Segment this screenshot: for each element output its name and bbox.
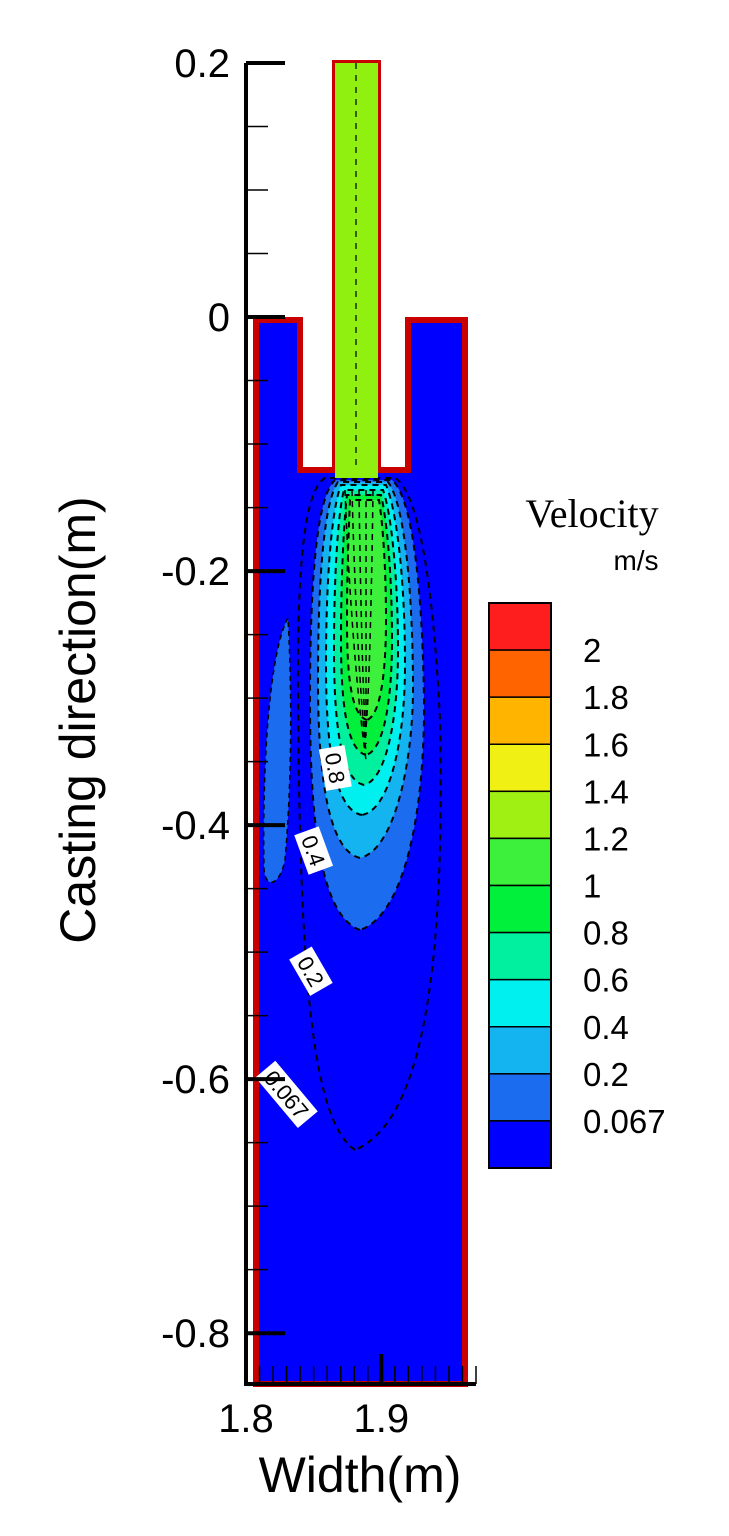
contour-label-0-8: 0.8: [318, 745, 352, 791]
legend-frame: [488, 602, 552, 1169]
axes: [244, 63, 476, 1386]
legend-swatch-1-2: [488, 837, 552, 887]
legend-swatch-2: [488, 649, 552, 698]
legend-swatch-0-067: [488, 1120, 552, 1169]
legend-label-2: 2: [583, 632, 601, 669]
legend-label-1-8: 1.8: [583, 679, 629, 716]
legend-swatch-1: [488, 884, 552, 934]
legend: Velocity m/s 2 1.8 1.6 1.4 1.2 1 0.8 0.6 0.4 0.2 0…: [488, 491, 666, 1169]
contour-isoline: [344, 489, 367, 761]
legend-label-0-2: 0.2: [583, 1056, 629, 1093]
contour-label-bg: [294, 826, 334, 875]
x-tick-label: 1.9: [353, 1397, 409, 1441]
contour-band-1-2: [345, 499, 388, 722]
y-tick-label: -0.2: [161, 550, 230, 594]
axis-ticks: 0.2 0 -0.2 -0.4 -0.6 -0.8 1.8 1.9: [161, 42, 477, 1441]
contour-label-text: 0.8: [320, 751, 350, 785]
contour-lobe-0-2: [262, 615, 292, 883]
legend-swatch-0-6: [488, 978, 552, 1028]
y-axis-title: Casting direction(m): [50, 496, 106, 943]
y-tick-label: -0.6: [161, 1058, 230, 1102]
legend-label-1-6: 1.6: [583, 726, 629, 763]
legend-unit: m/s: [613, 545, 658, 576]
y-tick-label: -0.8: [161, 1312, 230, 1356]
legend-swatch-1-6: [488, 743, 552, 793]
legend-label-0-067: 0.067: [583, 1103, 666, 1140]
legend-swatch-0-2: [488, 1073, 552, 1122]
legend-swatch-1-8: [488, 696, 552, 746]
legend-swatch-0-4: [488, 1026, 552, 1075]
legend-label-0-8: 0.8: [583, 915, 629, 952]
legend-label-0-6: 0.6: [583, 962, 629, 999]
contour-label-bg: [318, 745, 352, 791]
legend-label-1-2: 1.2: [583, 820, 629, 857]
legend-label-1: 1: [583, 868, 601, 905]
contour-label-bg: [289, 946, 333, 996]
y-tick-label: 0.2: [174, 42, 230, 86]
velocity-contours: 0.80.40.20.067: [255, 63, 442, 1152]
legend-label-0-4: 0.4: [583, 1009, 629, 1046]
legend-swatch-1-4: [488, 790, 552, 840]
legend-swatch-0-8: [488, 931, 552, 981]
legend-swatch-top: [488, 602, 552, 651]
legend-title: Velocity: [525, 491, 658, 536]
legend-label-1-4: 1.4: [583, 773, 629, 810]
x-tick-label: 1.8: [218, 1397, 274, 1441]
contour-isoline: [365, 489, 374, 729]
contour-isoline: [358, 489, 367, 745]
y-tick-label: 0: [208, 296, 230, 340]
x-axis-title: Width(m): [259, 1447, 462, 1503]
y-tick-label: -0.4: [161, 804, 230, 848]
